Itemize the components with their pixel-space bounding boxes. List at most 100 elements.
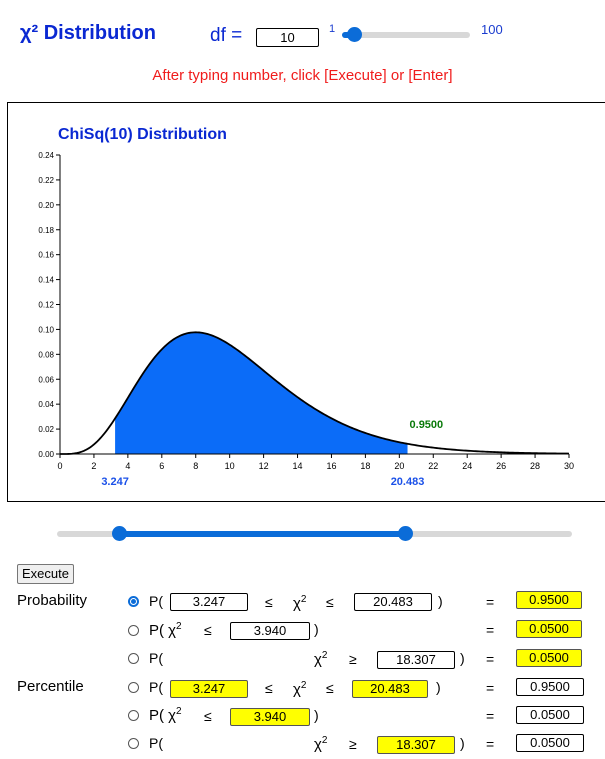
range-slider[interactable] (57, 526, 572, 542)
perc-lower-open: P( χ2 (149, 706, 182, 724)
perc-upper-close: ) (460, 735, 465, 751)
y-tick-label: 0.20 (38, 201, 54, 210)
prob-lower-op: ≤ (204, 622, 212, 638)
perc-lower-prob-input[interactable]: 0.0500 (516, 706, 584, 724)
perc-lower-op: ≤ (204, 708, 212, 724)
x-tick-label: 2 (91, 461, 96, 471)
chi-square-chart: ChiSq(10) Distribution 0 2 4 6 8 10 12 14 16 18 20… (38, 126, 574, 488)
prob-range-eq: = (486, 594, 495, 610)
prob-upper-chi: χ2 (314, 650, 328, 668)
perc-lower-result: 3.940 (230, 708, 310, 726)
percentile-section-label: Percentile (17, 678, 84, 695)
page-title: χ² Distribution (20, 22, 156, 44)
chart-panel: ChiSq(10) Distribution 0 2 4 6 8 10 12 14 16 18 20… (7, 102, 605, 502)
x-tick-label: 28 (530, 461, 540, 471)
x-tick-label: 12 (259, 461, 269, 471)
upper-bound-label: 20.483 (391, 476, 425, 488)
perc-upper-op: ≥ (349, 736, 357, 752)
y-tick-label: 0.04 (38, 400, 54, 409)
prob-range-upper-input[interactable]: 20.483 (354, 593, 432, 611)
density-curve (60, 331, 570, 455)
y-tick-label: 0.08 (38, 350, 54, 359)
perc-upper-chi: χ2 (314, 735, 328, 753)
perc-range-op2: ≤ (326, 680, 334, 696)
y-tick-label: 0.00 (38, 450, 54, 459)
x-tick-label: 14 (293, 461, 303, 471)
df-input[interactable] (256, 28, 319, 47)
x-tick-label: 26 (496, 461, 506, 471)
perc-range-upper-result: 20.483 (352, 680, 428, 698)
y-tick-label: 0.22 (38, 176, 54, 185)
probability-label: 0.9500 (410, 419, 444, 431)
df-max-label: 100 (481, 22, 503, 37)
perc-range-radio[interactable] (128, 682, 139, 693)
y-tick-label: 0.10 (38, 325, 54, 334)
prob-upper-input[interactable]: 18.307 (377, 651, 455, 669)
prob-upper-op: ≥ (349, 651, 357, 667)
prob-upper-open: P( (149, 650, 163, 666)
perc-lower-eq: = (486, 708, 495, 724)
x-tick-label: 18 (360, 461, 370, 471)
df-label: df = (210, 25, 243, 46)
prob-lower-result: 0.0500 (516, 620, 582, 638)
prob-range-lower-input[interactable]: 3.247 (170, 593, 248, 611)
prob-range-close: ) (438, 593, 443, 609)
y-tick-label: 0.18 (38, 226, 54, 235)
perc-upper-eq: = (486, 736, 495, 752)
perc-range-chi: χ2 (293, 680, 307, 698)
perc-range-open: P( (149, 679, 163, 695)
x-tick-label: 22 (428, 461, 438, 471)
prob-upper-tail-radio[interactable] (128, 653, 139, 664)
prob-lower-tail-radio[interactable] (128, 625, 139, 636)
df-slider-track (342, 32, 470, 38)
perc-range-prob-input[interactable]: 0.9500 (516, 678, 584, 696)
df-slider-handle[interactable] (346, 27, 362, 42)
perc-range-op1: ≤ (265, 680, 273, 696)
range-slider-fill (118, 531, 405, 537)
y-tick-label: 0.16 (38, 251, 54, 260)
perc-lower-close: ) (314, 707, 319, 723)
prob-range-op1: ≤ (265, 594, 273, 610)
y-tick-label: 0.14 (38, 276, 54, 285)
perc-upper-tail-radio[interactable] (128, 738, 139, 749)
perc-range-eq: = (486, 680, 495, 696)
execute-button[interactable]: Execute (17, 564, 74, 584)
perc-range-close: ) (436, 679, 441, 695)
df-min-label: 1 (329, 23, 336, 35)
x-tick-label: 20 (394, 461, 404, 471)
perc-upper-result: 18.307 (377, 736, 455, 754)
y-tick-label: 0.12 (38, 301, 54, 310)
perc-upper-open: P( (149, 735, 163, 751)
lower-bound-label: 3.247 (101, 476, 129, 488)
x-tick-label: 0 (57, 461, 62, 471)
perc-upper-prob-input[interactable]: 0.0500 (516, 734, 584, 752)
range-slider-high-handle[interactable] (397, 526, 413, 541)
x-tick-label: 4 (125, 461, 130, 471)
x-tick-label: 30 (564, 461, 574, 471)
perc-range-lower-result: 3.247 (170, 680, 248, 698)
prob-range-result: 0.9500 (516, 591, 582, 609)
prob-range-radio[interactable] (128, 596, 139, 607)
x-tick-label: 6 (159, 461, 164, 471)
prob-range-op2: ≤ (326, 594, 334, 610)
prob-lower-eq: = (486, 622, 495, 638)
perc-lower-tail-radio[interactable] (128, 710, 139, 721)
x-tick-label: 16 (326, 461, 336, 471)
x-tick-label: 8 (193, 461, 198, 471)
prob-lower-close: ) (314, 621, 319, 637)
y-tick-label: 0.02 (38, 425, 54, 434)
prob-range-open: P( (149, 593, 163, 609)
prob-upper-result: 0.0500 (516, 649, 582, 667)
shaded-area (115, 332, 408, 454)
prob-range-chi: χ2 (293, 594, 307, 612)
range-slider-low-handle[interactable] (111, 526, 127, 541)
y-tick-label: 0.06 (38, 375, 54, 384)
prob-upper-close: ) (460, 650, 465, 666)
y-tick-label: 0.24 (38, 151, 54, 160)
probability-section-label: Probability (17, 592, 88, 609)
instruction-hint: After typing number, click [Execute] or … (152, 67, 453, 84)
prob-lower-input[interactable]: 3.940 (230, 622, 310, 640)
x-tick-label: 10 (225, 461, 235, 471)
prob-upper-eq: = (486, 651, 495, 667)
df-slider[interactable] (342, 27, 470, 43)
